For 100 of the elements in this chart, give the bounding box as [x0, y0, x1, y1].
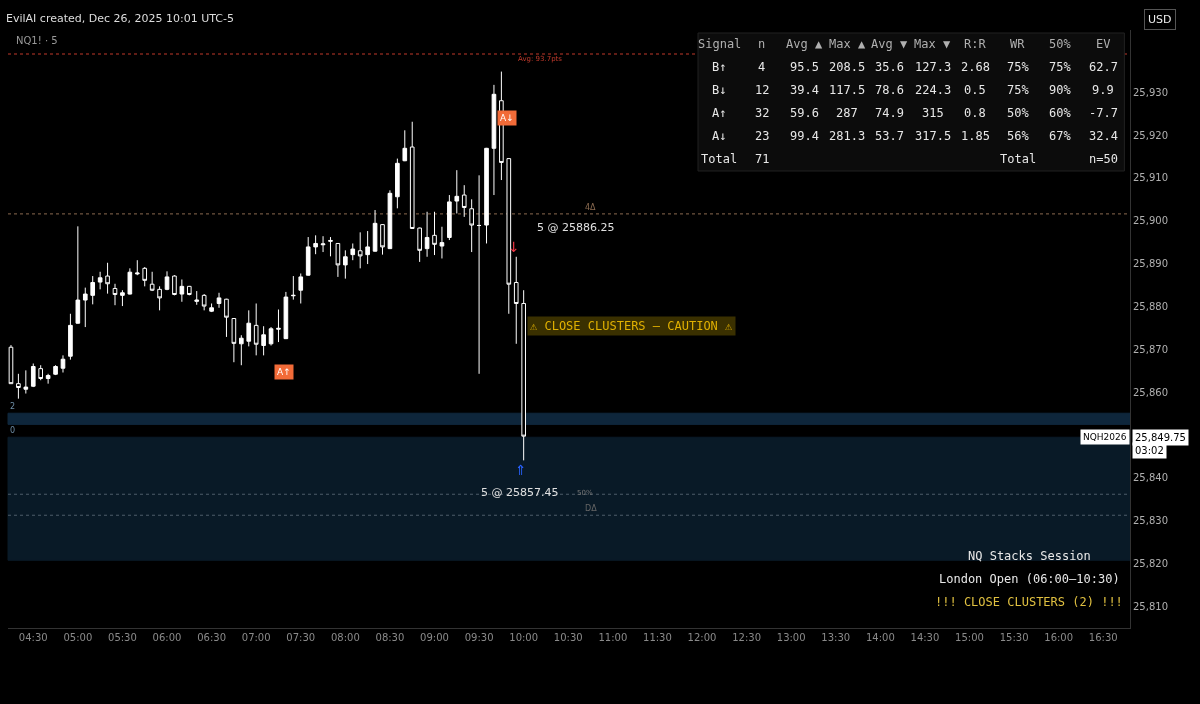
annotation: A↑ [277, 367, 291, 377]
candlestick [484, 147, 489, 244]
candlestick [105, 262, 110, 295]
ref-line-label: 4Δ [585, 203, 597, 212]
candlestick [357, 231, 363, 269]
x-tick-label: 12:00 [687, 632, 717, 643]
candlestick [365, 230, 370, 265]
annotation: 67% [1049, 129, 1072, 143]
annotation: B↑ [712, 60, 727, 74]
candlestick [134, 259, 140, 276]
chart-title: EvilAI created, Dec 26, 2025 10:01 UTC-5 [6, 11, 234, 25]
candlestick [283, 291, 289, 340]
candlestick [320, 235, 326, 253]
annotation: London Open (06:00–10:30) [939, 572, 1120, 586]
candlestick [239, 334, 244, 366]
x-tick-label: 14:00 [865, 632, 895, 643]
x-tick-label: 11:00 [598, 632, 628, 643]
candlestick [291, 275, 296, 301]
annotation: 4 [758, 60, 766, 74]
annotation: n=50 [1089, 152, 1118, 166]
category-label: n [758, 37, 766, 51]
annotation: 53.7 [875, 129, 904, 143]
candlestick [439, 226, 445, 259]
candlestick [268, 326, 274, 346]
candlestick [461, 184, 467, 218]
x-tick-label: 06:30 [197, 632, 226, 643]
candlestick [476, 174, 482, 375]
candlestick [506, 157, 512, 315]
x-tick-label: 16:30 [1088, 632, 1118, 643]
text: USD [1148, 13, 1172, 26]
x-tick-label: 13:30 [821, 632, 851, 643]
candlestick [112, 283, 118, 306]
candlestick [216, 292, 222, 309]
x-tick-label: 10:30 [553, 632, 583, 643]
text: NQ Stacks Session [968, 549, 1091, 563]
candlestick [521, 289, 526, 461]
annotation: 50% [1007, 106, 1030, 120]
x-tick-label: 09:00 [420, 632, 449, 643]
annotation: NQH2026 [1083, 432, 1127, 442]
annotation: A↓ [500, 113, 514, 123]
ref-line-label: DΔ [585, 504, 598, 513]
annotation: 287 [836, 106, 858, 120]
candlestick [491, 84, 497, 196]
candlestick [246, 309, 252, 347]
candlestick [424, 211, 430, 258]
x-tick-label: 15:00 [955, 632, 984, 643]
band-label: 0 [10, 426, 16, 435]
category-label: Avg ▲ [786, 37, 823, 51]
candlestick [194, 290, 200, 306]
y-tick-label: 25,910 [1133, 172, 1168, 184]
x-tick-label: 05:00 [63, 632, 93, 643]
y-tick-label: 25,900 [1133, 215, 1168, 227]
candlestick [38, 364, 44, 381]
candlestick [395, 158, 400, 209]
candlestick [179, 278, 185, 303]
x-tick-label: 16:00 [1044, 632, 1074, 643]
annotation: 12 [755, 83, 770, 97]
x-tick-label: 09:30 [464, 632, 494, 643]
y-tick-label: 25,860 [1133, 386, 1168, 398]
annotation: 208.5 [829, 60, 866, 74]
annotation: 78.6 [875, 83, 904, 97]
annotation: 59.6 [790, 106, 819, 120]
x-tick-label: 04:30 [18, 632, 48, 643]
annotation: 224.3 [915, 83, 952, 97]
candlestick [305, 236, 311, 277]
annotation: 75% [1007, 60, 1030, 74]
annotation: A↓ [712, 129, 727, 143]
candlestick [30, 363, 36, 388]
candlestick [372, 209, 378, 253]
candlestick [298, 272, 304, 304]
annotation: 95.5 [790, 60, 819, 74]
candlestick [261, 325, 266, 356]
annotation: 281.3 [829, 129, 866, 143]
candlestick [253, 302, 259, 356]
category-label: Avg ▼ [871, 37, 908, 51]
candlestick [335, 242, 341, 278]
annotation: ↓ [508, 239, 520, 255]
annotation: A↑ [712, 106, 727, 120]
x-tick-label: 07:00 [241, 632, 271, 643]
category-label: Max ▼ [914, 37, 951, 51]
annotation: 9.9 [1092, 83, 1114, 97]
category-label: Signal [698, 37, 742, 51]
candlestick [432, 211, 437, 256]
x-tick-label: 08:00 [330, 632, 360, 643]
annotation: 2.68 [961, 60, 990, 74]
x-tick-label: 07:30 [286, 632, 316, 643]
candlestick [447, 194, 452, 241]
x-tick-label: 14:30 [910, 632, 940, 643]
annotation: 32.4 [1089, 129, 1118, 143]
candlestick [60, 354, 66, 374]
annotation: 317.5 [915, 129, 952, 143]
x-tick-label: 13:00 [776, 632, 806, 643]
x-tick-label: 05:30 [108, 632, 137, 643]
annotation: 1.85 [961, 129, 990, 143]
candlestick [53, 364, 58, 376]
y-tick-label: 25,840 [1133, 472, 1168, 484]
annotation: 56% [1007, 129, 1030, 143]
y-tick-label: 25,930 [1133, 86, 1168, 98]
candlestick [313, 234, 318, 255]
annotation: ⇑ [515, 462, 527, 478]
